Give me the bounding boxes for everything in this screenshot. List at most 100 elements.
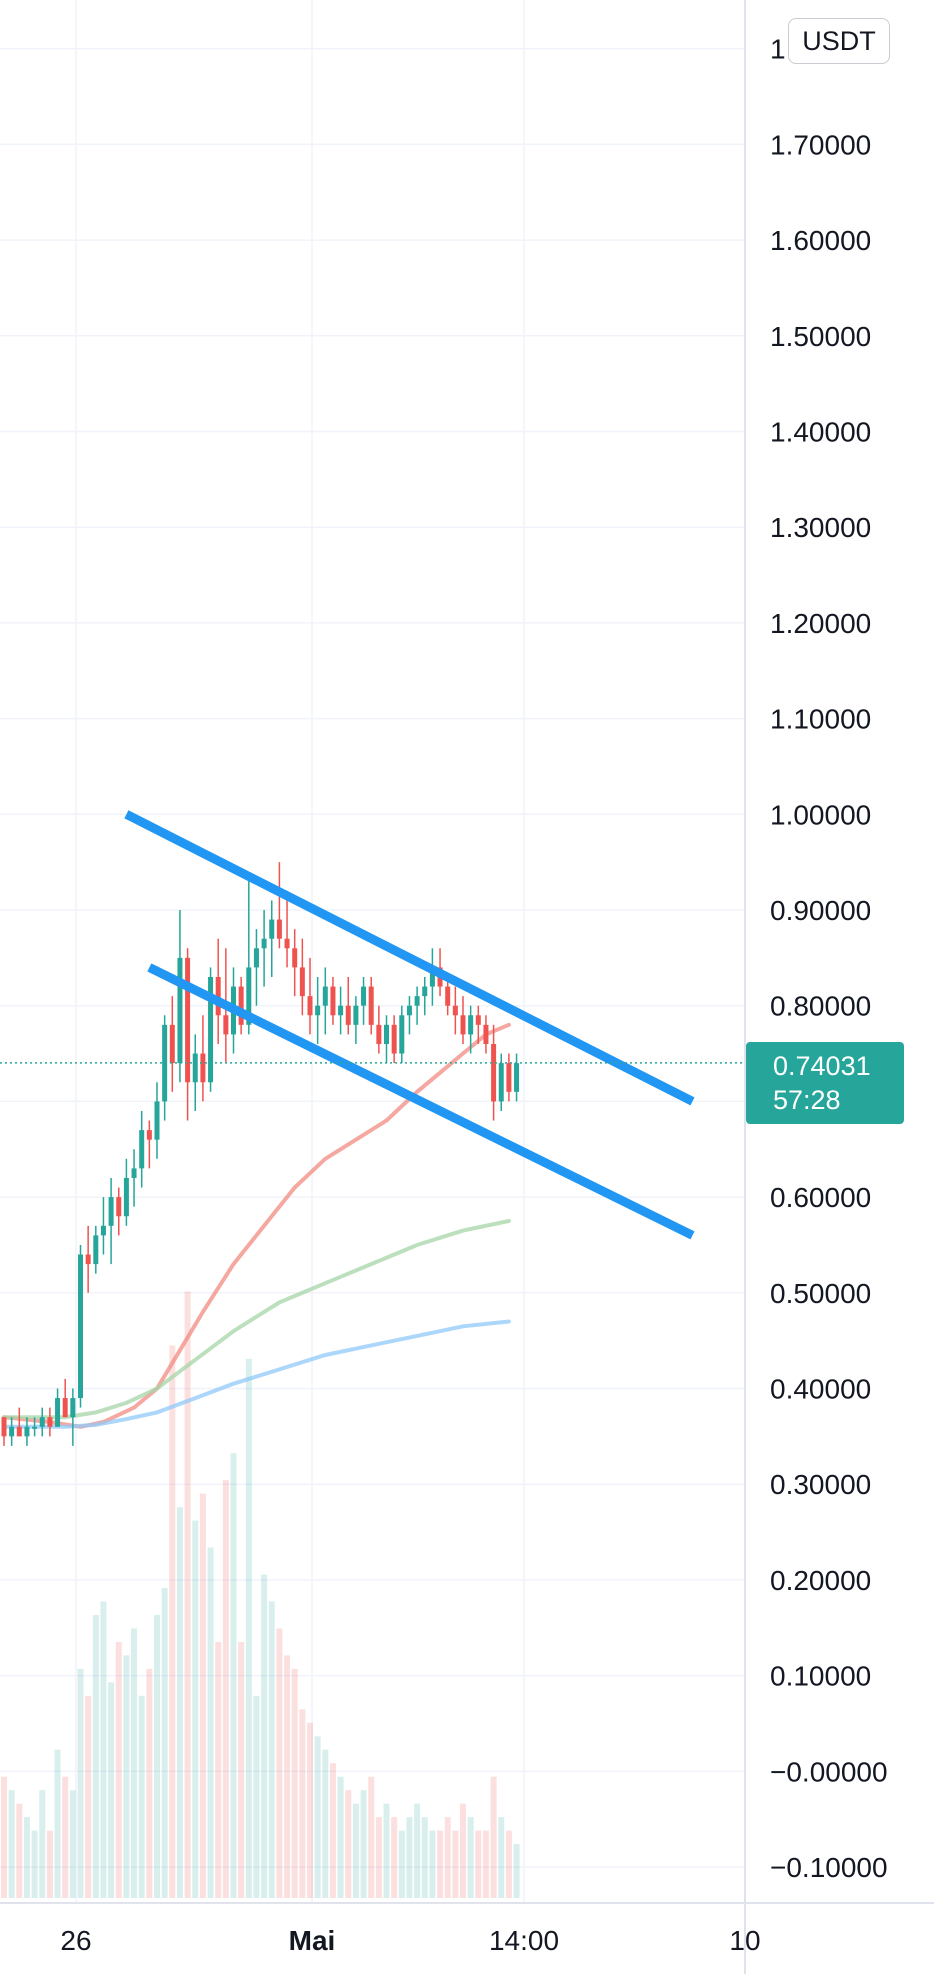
currency-selector-button[interactable]: USDT: [788, 18, 890, 64]
volume-bar: [245, 1358, 252, 1898]
volume-bar: [375, 1817, 382, 1898]
candle-body: [307, 996, 313, 1016]
candle-body: [223, 1015, 229, 1035]
volume-bar: [138, 1695, 145, 1898]
candle-body: [146, 1130, 152, 1140]
volume-bar: [184, 1291, 191, 1898]
price-tick-label: 1.60000: [770, 225, 871, 256]
price-tick-label: −0.00000: [770, 1756, 888, 1787]
volume-bar: [46, 1830, 53, 1898]
volume-bar: [268, 1601, 275, 1898]
time-axis[interactable]: 26 Mai 14:00 10: [60, 1925, 760, 1956]
candle-body: [276, 919, 282, 939]
price-tick-label: 1.40000: [770, 417, 871, 448]
volume-bar: [62, 1776, 69, 1898]
trendline-upper: [124, 810, 695, 1106]
time-tick-label: Mai: [289, 1925, 336, 1956]
price-tick-label: 1: [770, 34, 786, 65]
candle-body: [55, 1398, 61, 1427]
candle-body: [215, 976, 221, 1016]
candle-body: [16, 1426, 22, 1437]
volume-bar: [222, 1480, 229, 1898]
volume-bar: [299, 1709, 306, 1898]
candle-body: [429, 967, 435, 987]
price-tick-label: 0.10000: [770, 1661, 871, 1692]
price-tick-label: 1.70000: [770, 129, 871, 160]
volume-bar: [77, 1668, 84, 1898]
volume-bar: [207, 1547, 214, 1898]
candle-body: [315, 1005, 321, 1016]
candle-body: [292, 948, 298, 968]
candle-body: [246, 967, 252, 1025]
volume-bar: [452, 1830, 459, 1898]
candle-body: [238, 986, 244, 1025]
volume-bar: [146, 1668, 153, 1898]
price-tick-label: 0.60000: [770, 1182, 871, 1213]
volume-bar: [314, 1736, 321, 1898]
candle-body: [85, 1254, 91, 1265]
candle-body: [353, 1005, 359, 1025]
candle-body: [70, 1398, 76, 1418]
volume-bar: [131, 1628, 138, 1898]
candle-body: [62, 1398, 68, 1418]
candle-body: [139, 1130, 145, 1169]
volume-bar: [161, 1588, 168, 1898]
volume-bar: [482, 1830, 489, 1898]
volume-bar: [360, 1790, 367, 1898]
candle-body: [361, 986, 367, 1006]
volume-bar: [123, 1655, 130, 1898]
candle-body: [192, 1053, 198, 1083]
candle-body: [39, 1417, 45, 1427]
price-tick-label: 1.10000: [770, 704, 871, 735]
trendline-lower: [147, 963, 695, 1240]
candle-body: [475, 1015, 481, 1025]
candle-body: [253, 948, 259, 968]
volume-bar: [23, 1817, 30, 1898]
volume-bar: [169, 1345, 176, 1898]
current-price-value: 0.74031: [773, 1051, 871, 1081]
candle-body: [338, 1005, 344, 1016]
volume-bar: [1, 1776, 7, 1898]
volume-bar: [261, 1574, 268, 1898]
volume-bar: [345, 1790, 352, 1898]
candle-body: [322, 986, 328, 1006]
moving-averages: [2, 1022, 511, 1429]
volume-bar: [437, 1830, 444, 1898]
price-tick-label: 1.50000: [770, 321, 871, 352]
volume-bar: [383, 1803, 390, 1898]
volume-bar: [513, 1844, 520, 1898]
candle-body: [78, 1254, 83, 1399]
candle-body: [269, 919, 275, 939]
volume-bar: [16, 1803, 23, 1898]
time-tick-label: 26: [60, 1925, 91, 1956]
volume-bar: [31, 1830, 38, 1898]
candle-body: [414, 996, 420, 1006]
candle-body: [100, 1225, 106, 1236]
candle-body: [506, 1063, 512, 1092]
price-tick-label: 1.20000: [770, 608, 871, 639]
volume-bar: [467, 1817, 474, 1898]
candle-body: [452, 1005, 458, 1016]
volume-bar: [8, 1790, 15, 1898]
volume-bar: [284, 1655, 291, 1898]
candle-body: [483, 1024, 489, 1044]
price-axis[interactable]: 1 1.70000 1.60000 1.50000 1.40000 1.30000 1.20…: [770, 34, 888, 1883]
volume-bar: [475, 1830, 482, 1898]
volume-bar: [276, 1628, 283, 1898]
candle-body: [284, 938, 290, 949]
candle-body: [422, 986, 428, 997]
candle-body: [93, 1235, 99, 1265]
volume-bar: [322, 1749, 329, 1898]
candle-body: [108, 1197, 114, 1226]
candle-body: [169, 1024, 175, 1064]
time-tick-label: 10: [729, 1925, 760, 1956]
candle-body: [376, 1024, 382, 1044]
candle-body: [391, 1024, 397, 1054]
price-tick-label: 1.30000: [770, 512, 871, 543]
volume-bar: [329, 1763, 336, 1898]
volume-bar: [154, 1614, 160, 1898]
candle-body: [200, 1053, 206, 1083]
price-tick-label: 0.90000: [770, 895, 871, 926]
